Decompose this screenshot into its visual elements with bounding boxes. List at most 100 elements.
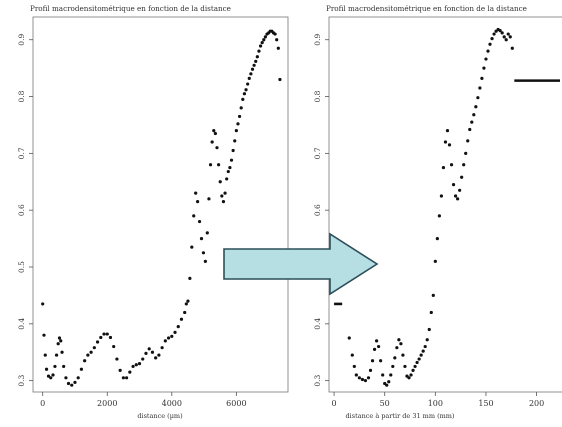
data-point xyxy=(73,380,77,384)
data-point xyxy=(492,32,496,36)
data-point xyxy=(387,380,391,384)
data-point xyxy=(490,36,494,41)
y-tick-label: 0.8 xyxy=(17,90,26,102)
data-point xyxy=(83,359,87,363)
data-point xyxy=(173,330,177,334)
data-point xyxy=(199,236,204,241)
data-point xyxy=(86,353,90,357)
data-point xyxy=(468,127,472,132)
data-point xyxy=(249,72,253,76)
right-chart-panel: Profil macrodensitométrique en fonction … xyxy=(313,4,562,420)
data-point xyxy=(207,197,211,201)
data-point xyxy=(443,140,448,144)
data-point xyxy=(250,67,255,71)
data-point xyxy=(445,129,450,133)
x-tick-label: 4000 xyxy=(162,399,182,408)
data-point xyxy=(409,373,413,377)
data-point xyxy=(43,353,47,357)
data-point xyxy=(234,129,238,133)
data-point xyxy=(449,163,454,167)
data-point xyxy=(118,368,122,373)
data-point xyxy=(89,350,93,354)
data-point xyxy=(498,29,502,33)
data-point xyxy=(163,339,167,343)
data-point xyxy=(144,351,148,355)
data-point xyxy=(275,38,279,42)
data-point xyxy=(456,197,460,201)
data-point xyxy=(49,376,53,380)
data-point xyxy=(357,376,361,380)
data-point xyxy=(201,251,206,255)
x-tick-label: 200 xyxy=(529,399,544,408)
right-reference-lines xyxy=(334,79,560,306)
data-point xyxy=(137,361,142,366)
data-point xyxy=(466,139,470,143)
data-point xyxy=(447,143,452,147)
y-tick-label: 0.8 xyxy=(313,90,322,102)
data-point xyxy=(397,338,401,342)
left-x-axis-label: distance (µm) xyxy=(137,412,183,420)
data-point xyxy=(192,214,196,218)
data-point xyxy=(439,194,444,198)
data-point xyxy=(218,180,222,184)
data-point xyxy=(480,76,484,80)
data-point xyxy=(229,158,234,162)
data-point xyxy=(508,35,512,39)
data-point xyxy=(246,82,250,86)
data-point xyxy=(223,191,227,195)
y-tick-label: 0.7 xyxy=(313,147,322,159)
data-point xyxy=(482,66,486,70)
data-point xyxy=(460,175,464,179)
data-point xyxy=(360,377,365,382)
data-point xyxy=(131,364,135,369)
data-point xyxy=(278,77,282,82)
data-point xyxy=(381,373,385,377)
data-point xyxy=(431,293,435,298)
left-data-points xyxy=(41,29,282,387)
data-point xyxy=(374,339,379,343)
data-point xyxy=(257,49,261,53)
data-point xyxy=(500,31,504,35)
data-point xyxy=(510,46,514,50)
data-point xyxy=(252,63,256,67)
right-x-axis: 0 50 100 150 200 xyxy=(332,392,544,408)
data-point xyxy=(472,113,476,117)
data-point xyxy=(184,302,188,306)
data-point xyxy=(427,327,431,332)
x-tick-label: 100 xyxy=(428,399,443,408)
data-point xyxy=(46,374,51,378)
data-point xyxy=(59,339,63,343)
y-tick-label: 0.5 xyxy=(17,261,26,273)
data-point xyxy=(242,92,247,96)
data-point xyxy=(186,299,190,303)
data-point xyxy=(417,357,421,361)
left-y-axis: 0.3 0.4 0.5 0.6 0.7 0.8 0.9 xyxy=(17,34,33,387)
right-y-axis: 0.30.40.50.60.70.80.9 xyxy=(313,34,329,387)
data-point xyxy=(128,370,132,374)
y-tick-label: 0.4 xyxy=(17,318,26,330)
data-point xyxy=(263,35,268,39)
data-point xyxy=(276,46,280,50)
data-point xyxy=(179,317,184,321)
data-point xyxy=(413,364,417,369)
data-point xyxy=(395,346,399,350)
data-point xyxy=(150,350,155,354)
data-point xyxy=(262,38,266,42)
data-point xyxy=(407,376,411,380)
data-point xyxy=(393,356,397,360)
data-point xyxy=(79,367,84,371)
data-point xyxy=(64,376,68,380)
data-point xyxy=(70,383,74,387)
data-point xyxy=(160,346,164,350)
data-point xyxy=(212,129,216,133)
data-point xyxy=(125,376,129,380)
data-point xyxy=(194,191,198,195)
data-point xyxy=(213,131,217,136)
data-point xyxy=(239,106,243,110)
data-point xyxy=(506,32,510,36)
data-point xyxy=(474,105,478,109)
data-point xyxy=(401,353,405,357)
data-point xyxy=(147,347,151,351)
data-point xyxy=(254,59,258,63)
data-point xyxy=(354,373,358,377)
